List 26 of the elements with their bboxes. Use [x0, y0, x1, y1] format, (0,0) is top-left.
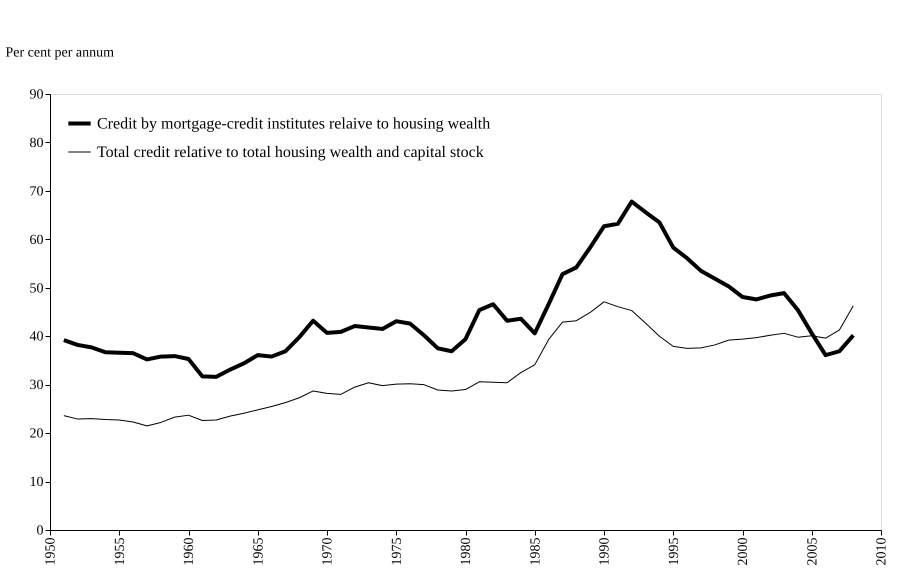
x-tick-label: 1965: [251, 538, 266, 566]
y-tick-label: 40: [30, 330, 44, 345]
y-tick-label: 90: [30, 88, 44, 102]
y-tick-label: 70: [30, 184, 44, 200]
x-tick-label: 1960: [182, 538, 197, 566]
y-tick-label: 10: [30, 475, 44, 490]
y-tick-label: 20: [30, 426, 44, 442]
x-tick-label: 2005: [805, 538, 820, 566]
x-tick-label: 1990: [598, 538, 612, 566]
y-tick-label: 80: [30, 136, 44, 151]
x-tick-label: 2010: [874, 538, 890, 566]
x-tick-label: 1970: [320, 538, 336, 566]
y-axis-title: Per cent per annum: [6, 46, 114, 60]
x-tick-label: 2000: [736, 538, 751, 566]
y-tick-label: 60: [30, 232, 44, 248]
x-tick-label: 1995: [666, 538, 682, 566]
legend-label: Total credit relative to total housing wealth and capital stock: [97, 144, 484, 161]
x-tick-label: 1985: [528, 538, 544, 566]
y-tick-label: 30: [30, 378, 44, 394]
x-tick-label: 1980: [459, 538, 474, 566]
y-tick-label: 50: [30, 281, 44, 296]
y-tick-label: 0: [36, 524, 44, 538]
legend-label: Credit by mortgage-credit institutes relaive to housing wealth: [97, 116, 490, 132]
x-tick-label: 1955: [112, 538, 128, 566]
x-tick-label: 1950: [44, 538, 58, 566]
x-tick-label: 1975: [390, 538, 405, 566]
